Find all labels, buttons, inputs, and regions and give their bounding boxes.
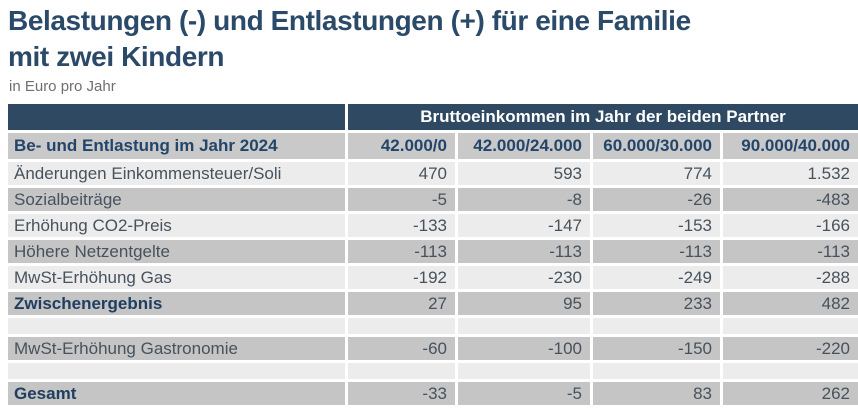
row-value: -192 xyxy=(348,266,455,289)
page-title: Belastungen (-) und Entlastungen (+) für… xyxy=(8,3,691,75)
row-label: Erhöhung CO2-Preis xyxy=(8,214,345,237)
table-row: Änderungen Einkommensteuer/Soli 470 593 774… xyxy=(8,162,858,185)
row-label: Höhere Netzentgelte xyxy=(8,240,345,263)
row-value: 233 xyxy=(593,292,720,315)
row-value: -133 xyxy=(348,214,455,237)
subtitle: in Euro pro Jahr xyxy=(9,78,116,95)
row-value: -166 xyxy=(723,214,858,237)
table-group-header-row: Bruttoeinkommen im Jahr der beiden Partn… xyxy=(8,104,858,130)
row-value: -113 xyxy=(458,240,590,263)
row-value xyxy=(348,318,455,334)
row-value: -26 xyxy=(593,188,720,211)
row-value: -5 xyxy=(348,188,455,211)
row-value: -100 xyxy=(458,337,590,360)
row-label: MwSt-Erhöhung Gas xyxy=(8,266,345,289)
row-value: -113 xyxy=(723,240,858,263)
row-label: Gesamt xyxy=(8,382,345,405)
table-row: MwSt-Erhöhung Gastronomie -60 -100 -150 -220 xyxy=(8,337,858,360)
group-header-spacer-cell xyxy=(8,104,345,130)
row-value: -249 xyxy=(593,266,720,289)
title-line-2: mit zwei Kindern xyxy=(8,41,225,72)
row-value: 262 xyxy=(723,382,858,405)
row-label xyxy=(8,318,345,334)
data-table: Bruttoeinkommen im Jahr der beiden Partn… xyxy=(8,104,858,405)
row-value xyxy=(458,363,590,379)
row-value: 1.532 xyxy=(723,162,858,185)
group-header-cell: Bruttoeinkommen im Jahr der beiden Partn… xyxy=(348,104,858,130)
row-value xyxy=(593,363,720,379)
table-row: Höhere Netzentgelte -113 -113 -113 -113 xyxy=(8,240,858,263)
table-row: MwSt-Erhöhung Gas -192 -230 -249 -288 xyxy=(8,266,858,289)
row-value: -288 xyxy=(723,266,858,289)
row-value xyxy=(348,363,455,379)
row-value: 593 xyxy=(458,162,590,185)
row-value: -113 xyxy=(348,240,455,263)
row-value xyxy=(723,363,858,379)
row-value: -8 xyxy=(458,188,590,211)
row-value: -5 xyxy=(458,382,590,405)
row-value: -33 xyxy=(348,382,455,405)
row-value xyxy=(593,318,720,334)
row-value: -147 xyxy=(458,214,590,237)
table-spacer-row xyxy=(8,363,858,379)
row-label: MwSt-Erhöhung Gastronomie xyxy=(8,337,345,360)
row-value: -220 xyxy=(723,337,858,360)
row-label: Änderungen Einkommensteuer/Soli xyxy=(8,162,345,185)
row-label: Zwischenergebnis xyxy=(8,292,345,315)
row-value: -483 xyxy=(723,188,858,211)
row-value: -230 xyxy=(458,266,590,289)
column-header: 42.000/0 xyxy=(348,133,455,159)
column-header: 90.000/40.000 xyxy=(723,133,858,159)
table-row: Zwischenergebnis 27 95 233 482 xyxy=(8,292,858,315)
title-line-1: Belastungen (-) und Entlastungen (+) für… xyxy=(8,5,691,36)
row-value: -150 xyxy=(593,337,720,360)
row-value: 83 xyxy=(593,382,720,405)
row-label xyxy=(8,363,345,379)
table-row: Erhöhung CO2-Preis -133 -147 -153 -166 xyxy=(8,214,858,237)
row-value: -153 xyxy=(593,214,720,237)
table-column-header-row: Be- und Entlastung im Jahr 2024 42.000/0… xyxy=(8,133,858,159)
row-header-label: Be- und Entlastung im Jahr 2024 xyxy=(8,133,345,159)
row-label: Sozialbeiträge xyxy=(8,188,345,211)
row-value: 95 xyxy=(458,292,590,315)
row-value xyxy=(723,318,858,334)
table-row: Sozialbeiträge -5 -8 -26 -483 xyxy=(8,188,858,211)
row-value: 774 xyxy=(593,162,720,185)
row-value: 27 xyxy=(348,292,455,315)
row-value xyxy=(458,318,590,334)
table-spacer-row xyxy=(8,318,858,334)
row-value: 482 xyxy=(723,292,858,315)
column-header: 42.000/24.000 xyxy=(458,133,590,159)
column-header: 60.000/30.000 xyxy=(593,133,720,159)
table-row: Gesamt -33 -5 83 262 xyxy=(8,382,858,405)
row-value: 470 xyxy=(348,162,455,185)
row-value: -60 xyxy=(348,337,455,360)
row-value: -113 xyxy=(593,240,720,263)
